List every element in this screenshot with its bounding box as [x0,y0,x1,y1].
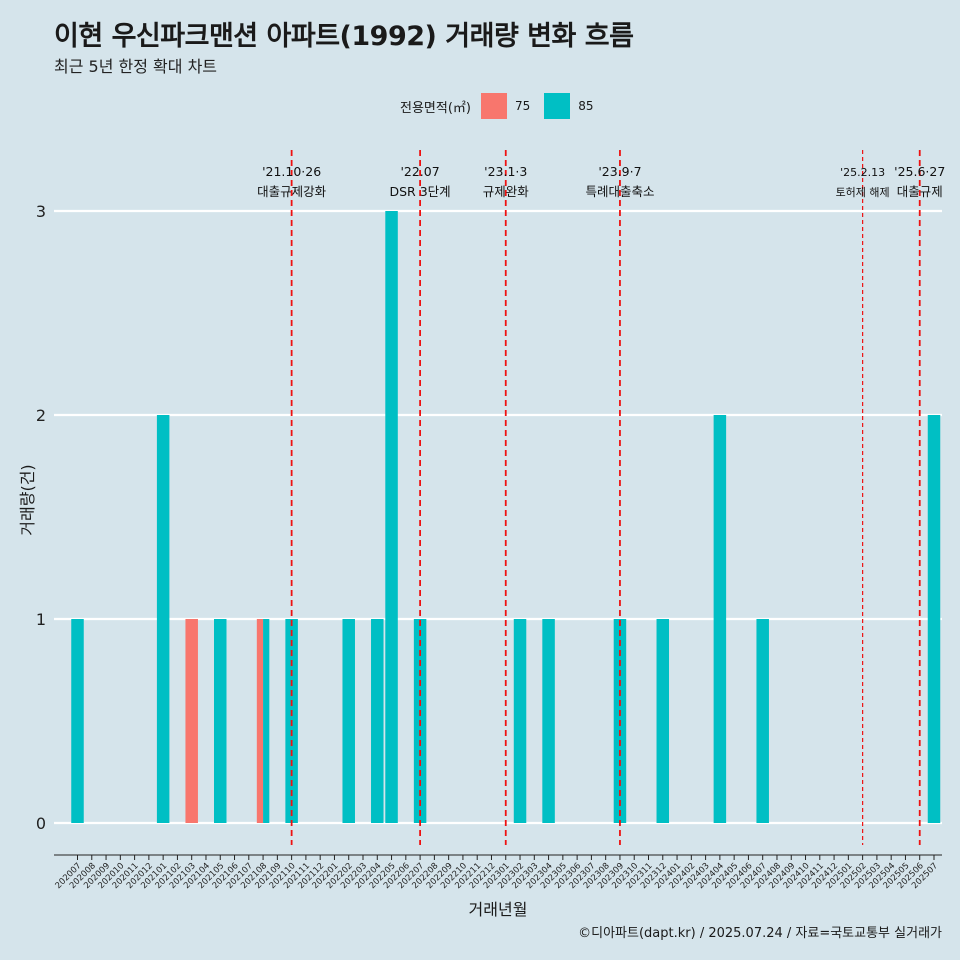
bar-85-202507 [927,415,941,823]
legend-title: 전용면적(㎡) [400,100,471,116]
legend: 전용면적(㎡) 75 85 [400,93,608,119]
event-date-202502: '25.2.13 [840,166,885,179]
bar-85-202204 [371,619,384,823]
event-label-202207: DSR 3단계 [390,184,451,199]
event-date-202309: '23.9·7 [598,164,641,179]
legend-label-75: 75 [514,99,531,113]
y-axis-label: 거래량(건) [18,464,37,536]
event-label-202502: 토허제 해제 [836,185,890,199]
bar-85-202304 [542,619,555,823]
bar-85-202407 [756,619,769,823]
legend-label-85: 85 [578,99,594,113]
event-label-202309: 특례대출축소 [585,184,654,199]
bar-85-202205 [385,211,398,823]
bar-85-202007 [71,619,84,823]
bar-85-202105 [214,619,227,823]
event-date-202506: '25.6·27 [894,164,945,179]
y-tick-label: 0 [36,814,46,833]
bar-85-202101 [156,415,170,823]
event-label-202110: 대출규제강화 [257,184,327,199]
source-caption: ©디아파트(dapt.kr) / 2025.07.24 / 자료=국토교통부 실… [578,926,942,941]
bar-85-202202 [342,619,355,823]
event-date-202301: '23.1·3 [484,164,527,179]
y-tick-label: 2 [36,406,46,425]
bar-85-202312 [656,619,670,823]
legend-key-75 [480,93,507,119]
y-tick-label: 1 [36,610,46,629]
chart-title: 이현 우신파크맨션 아파트(1992) 거래량 변화 흐름 [54,21,634,52]
chart-subtitle: 최근 5년 한정 확대 차트 [54,57,218,76]
x-axis-label: 거래년월 [468,900,528,919]
y-tick-label: 3 [36,202,46,221]
bar-75-202103 [185,619,198,823]
event-date-202110: '21.10·26 [262,164,321,179]
bar-85-202108 [263,619,270,823]
bar-85-202404 [713,415,727,823]
legend-key-85 [544,93,571,119]
event-date-202207: '22.07 [400,164,439,179]
bar-75-202108 [256,619,264,823]
bar-85-202302 [513,619,527,823]
event-label-202506: 대출규제 [897,184,943,199]
event-label-202301: 규제완화 [483,184,530,199]
